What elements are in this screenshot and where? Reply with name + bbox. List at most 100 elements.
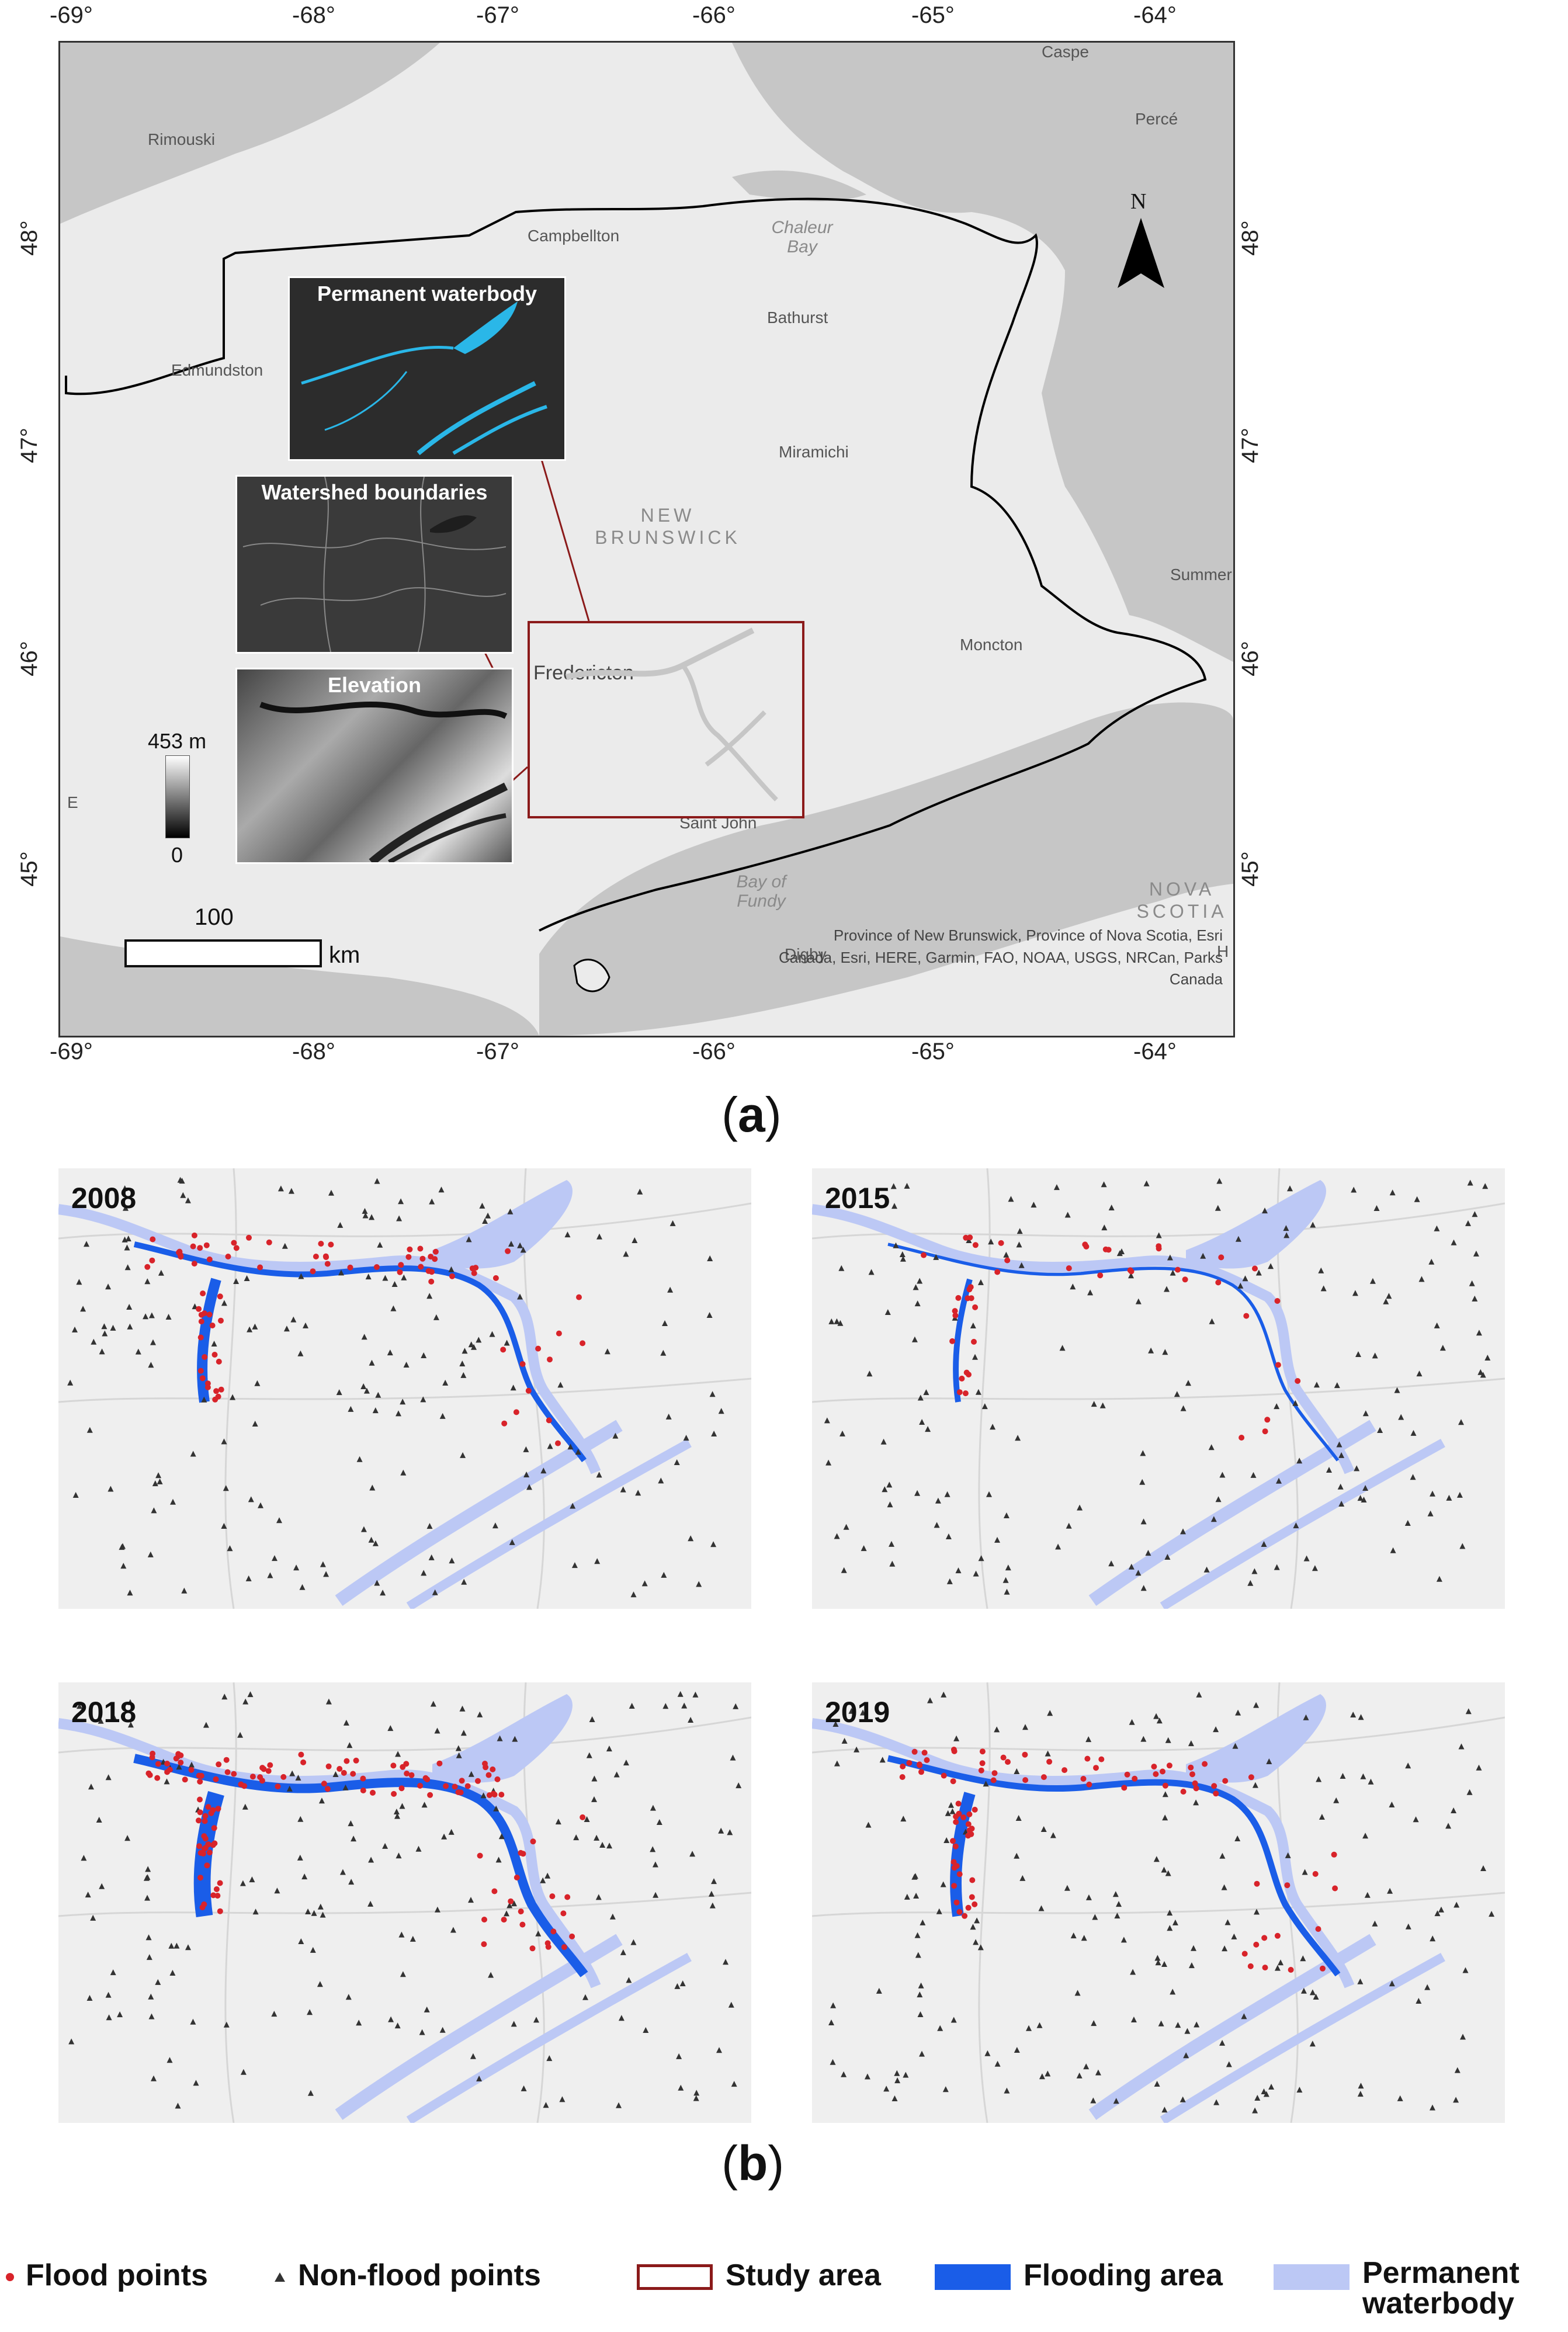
flood-point bbox=[1160, 1768, 1165, 1775]
flood-point bbox=[213, 1886, 220, 1892]
flood-point bbox=[1022, 1777, 1029, 1783]
flood-point bbox=[197, 1334, 204, 1341]
flood-point bbox=[1288, 1967, 1294, 1973]
non-flood-point bbox=[944, 1491, 950, 1497]
non-flood-point bbox=[1175, 2022, 1181, 2028]
non-flood-point bbox=[305, 1908, 311, 1914]
place-label: Edmundston bbox=[171, 361, 263, 379]
non-flood-point bbox=[151, 2075, 157, 2081]
non-flood-point bbox=[110, 1324, 116, 1331]
place-label: Summer bbox=[1170, 565, 1232, 584]
non-flood-point bbox=[245, 1575, 252, 1581]
non-flood-point bbox=[1285, 1852, 1291, 1858]
lon-tick: -65° bbox=[911, 2, 955, 28]
flood-point bbox=[972, 1806, 978, 1813]
flood-point bbox=[182, 1776, 188, 1783]
flood-point bbox=[564, 1894, 571, 1900]
non-flood-point bbox=[917, 2011, 924, 2017]
non-flood-point bbox=[396, 1215, 403, 1221]
non-flood-point bbox=[1413, 1816, 1419, 1823]
non-flood-point bbox=[1224, 1919, 1231, 1925]
non-flood-point bbox=[432, 1589, 438, 1595]
non-flood-point bbox=[1235, 1709, 1241, 1716]
flood-point bbox=[164, 1761, 171, 1767]
flood-point bbox=[911, 1748, 918, 1755]
non-flood-point bbox=[143, 1313, 149, 1320]
non-flood-point bbox=[919, 2050, 925, 2057]
non-flood-point bbox=[1183, 2052, 1189, 2059]
non-flood-point bbox=[169, 1970, 176, 1976]
non-flood-point bbox=[1101, 1181, 1107, 1188]
north-arrow-icon bbox=[1118, 218, 1164, 288]
non-flood-point bbox=[718, 1408, 724, 1414]
study-area-symbol bbox=[637, 2264, 713, 2291]
non-flood-point bbox=[1235, 1236, 1241, 1242]
non-flood-point bbox=[1383, 1298, 1389, 1304]
flooding-area bbox=[133, 1241, 587, 1463]
non-flood-point bbox=[325, 1698, 332, 1705]
flood-point bbox=[921, 1252, 927, 1258]
non-flood-point bbox=[233, 1278, 240, 1284]
non-flood-point bbox=[1389, 1802, 1395, 1807]
flood-point bbox=[529, 1945, 536, 1952]
lon-tick: -69° bbox=[50, 1039, 93, 1064]
non-flood-point bbox=[599, 1842, 606, 1848]
non-flood-point bbox=[1022, 1724, 1028, 1730]
non-flood-point bbox=[891, 2095, 898, 2101]
non-flood-point bbox=[164, 1778, 170, 1785]
non-flood-point bbox=[419, 2029, 425, 2035]
non-flood-point bbox=[434, 1727, 440, 1734]
flood-point bbox=[1083, 1243, 1090, 1250]
flood-point bbox=[275, 1783, 281, 1790]
non-flood-point bbox=[626, 1977, 632, 1983]
non-flood-point bbox=[1466, 1789, 1473, 1795]
non-flood-point bbox=[369, 1484, 376, 1491]
non-flood-point bbox=[363, 1387, 370, 1394]
non-flood-point bbox=[1139, 1479, 1146, 1485]
non-flood-point bbox=[1459, 1543, 1466, 1549]
non-flood-point bbox=[1059, 1345, 1066, 1351]
lon-tick: -65° bbox=[911, 1039, 955, 1064]
non-flood-point bbox=[393, 1809, 400, 1814]
flood-point bbox=[398, 1262, 404, 1268]
non-flood-point bbox=[711, 1878, 717, 1885]
non-flood-point bbox=[1170, 1269, 1176, 1276]
flood-point bbox=[265, 1768, 272, 1774]
flood-point bbox=[218, 1317, 224, 1324]
flood-point bbox=[267, 1762, 273, 1768]
non-flood-point bbox=[456, 1752, 462, 1758]
flood-point bbox=[198, 1318, 204, 1325]
non-flood-point bbox=[865, 1821, 872, 1828]
non-flood-point bbox=[1064, 1885, 1070, 1891]
non-flood-point bbox=[1326, 1467, 1332, 1473]
non-flood-point bbox=[248, 1496, 254, 1502]
non-flood-point bbox=[1038, 1905, 1045, 1911]
flood-point bbox=[196, 1306, 202, 1312]
non-flood-point bbox=[148, 1362, 154, 1368]
non-flood-point bbox=[468, 1341, 474, 1348]
non-flood-point bbox=[1337, 1483, 1344, 1490]
legend-study-area: Study area bbox=[637, 2258, 881, 2293]
non-flood-point bbox=[127, 1323, 133, 1330]
road bbox=[224, 1682, 237, 2123]
flood-point bbox=[407, 1246, 413, 1252]
non-flood-point bbox=[1362, 1833, 1369, 1839]
non-flood-point bbox=[105, 1991, 112, 1998]
flood-point bbox=[1080, 1776, 1087, 1782]
non-flood-point bbox=[1405, 1762, 1411, 1769]
flood-point bbox=[203, 1242, 210, 1248]
flood-point bbox=[1182, 1276, 1188, 1283]
flood-point bbox=[347, 1264, 353, 1271]
flooding-area bbox=[887, 1243, 1340, 1462]
non-flood-point bbox=[272, 1555, 277, 1561]
flood-point bbox=[1040, 1774, 1047, 1781]
non-flood-point bbox=[298, 1938, 304, 1944]
non-flood-point bbox=[1445, 1823, 1452, 1829]
non-flood-point bbox=[1165, 1870, 1171, 1876]
flood-point bbox=[241, 1783, 248, 1789]
non-flood-point bbox=[1351, 1186, 1357, 1193]
flood-point bbox=[205, 1804, 211, 1810]
non-flood-point bbox=[1039, 2073, 1045, 2080]
non-flood-point bbox=[510, 1384, 516, 1391]
non-flood-point bbox=[584, 1816, 590, 1822]
